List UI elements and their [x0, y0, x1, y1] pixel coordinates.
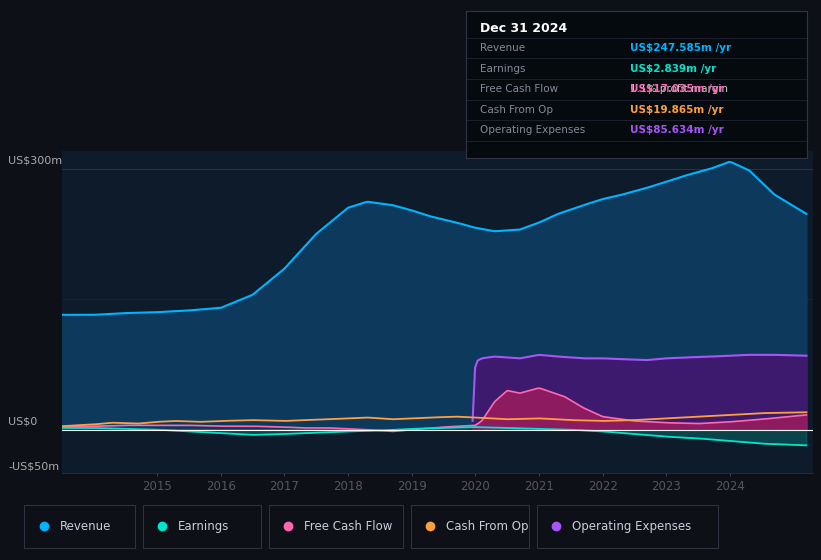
- Text: Cash From Op: Cash From Op: [446, 520, 529, 533]
- Text: Cash From Op: Cash From Op: [480, 105, 553, 115]
- Text: US$0: US$0: [8, 417, 38, 427]
- Text: US$85.634m /yr: US$85.634m /yr: [630, 125, 723, 136]
- Text: Revenue: Revenue: [480, 43, 525, 53]
- Text: Revenue: Revenue: [60, 520, 111, 533]
- Text: Dec 31 2024: Dec 31 2024: [480, 21, 567, 35]
- Text: US$300m: US$300m: [8, 156, 62, 166]
- Text: US$17.035m /yr: US$17.035m /yr: [630, 84, 723, 94]
- Text: Free Cash Flow: Free Cash Flow: [480, 84, 558, 94]
- Text: Free Cash Flow: Free Cash Flow: [304, 520, 392, 533]
- Text: -US$50m: -US$50m: [8, 461, 59, 472]
- Text: Operating Expenses: Operating Expenses: [572, 520, 691, 533]
- Text: 1.1% profit margin: 1.1% profit margin: [630, 84, 728, 94]
- Text: Operating Expenses: Operating Expenses: [480, 125, 585, 136]
- Text: Earnings: Earnings: [178, 520, 229, 533]
- Text: US$19.865m /yr: US$19.865m /yr: [630, 105, 723, 115]
- Text: Earnings: Earnings: [480, 64, 525, 73]
- Text: US$2.839m /yr: US$2.839m /yr: [630, 64, 716, 73]
- Text: US$247.585m /yr: US$247.585m /yr: [630, 43, 731, 53]
